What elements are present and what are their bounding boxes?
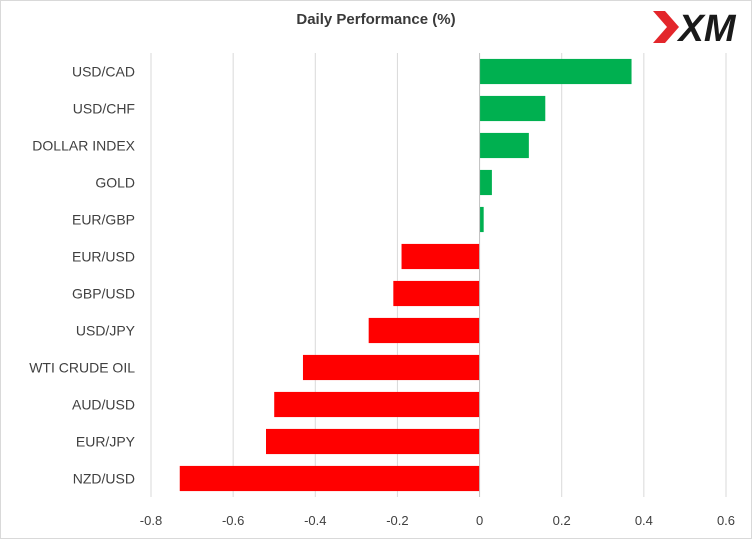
bar-gbp-usd <box>393 280 480 307</box>
bar-nzd-usd <box>179 465 480 492</box>
category-label: GOLD <box>95 175 135 191</box>
logo-text: XM <box>677 8 737 49</box>
x-tick-label: -0.4 <box>304 513 326 528</box>
category-label: EUR/USD <box>72 249 135 265</box>
bar-gold <box>479 169 492 196</box>
category-label: GBP/USD <box>72 286 135 302</box>
bar-dollar-index <box>479 132 529 159</box>
bar-wti-crude-oil <box>302 354 480 381</box>
bar-eur-gbp <box>479 206 484 233</box>
category-label: USD/CHF <box>73 101 135 117</box>
x-tick-label: -0.8 <box>140 513 162 528</box>
chart-title: Daily Performance (%) <box>296 11 456 28</box>
category-label: EUR/GBP <box>72 212 135 228</box>
bar-usd-chf <box>479 95 546 122</box>
category-label: NZD/USD <box>73 471 135 487</box>
x-tick-label: 0.6 <box>717 513 735 528</box>
x-tick-label: 0.2 <box>553 513 571 528</box>
x-tick-label: -0.6 <box>222 513 244 528</box>
category-label: WTI CRUDE OIL <box>29 360 135 376</box>
bar-eur-usd <box>401 243 480 270</box>
xm-logo-icon: XM <box>653 8 737 49</box>
bar-usd-cad <box>479 58 632 85</box>
category-label: EUR/JPY <box>76 434 136 450</box>
x-tick-label: -0.2 <box>386 513 408 528</box>
category-label: USD/JPY <box>76 323 136 339</box>
x-tick-label: 0 <box>476 513 483 528</box>
bar-aud-usd <box>274 391 480 418</box>
x-tick-label: 0.4 <box>635 513 653 528</box>
category-label: USD/CAD <box>72 64 135 80</box>
bar-eur-jpy <box>266 428 480 455</box>
category-label: DOLLAR INDEX <box>32 138 135 154</box>
logo-red-chevron <box>653 11 679 43</box>
bar-usd-jpy <box>368 317 480 344</box>
category-label: AUD/USD <box>72 397 135 413</box>
